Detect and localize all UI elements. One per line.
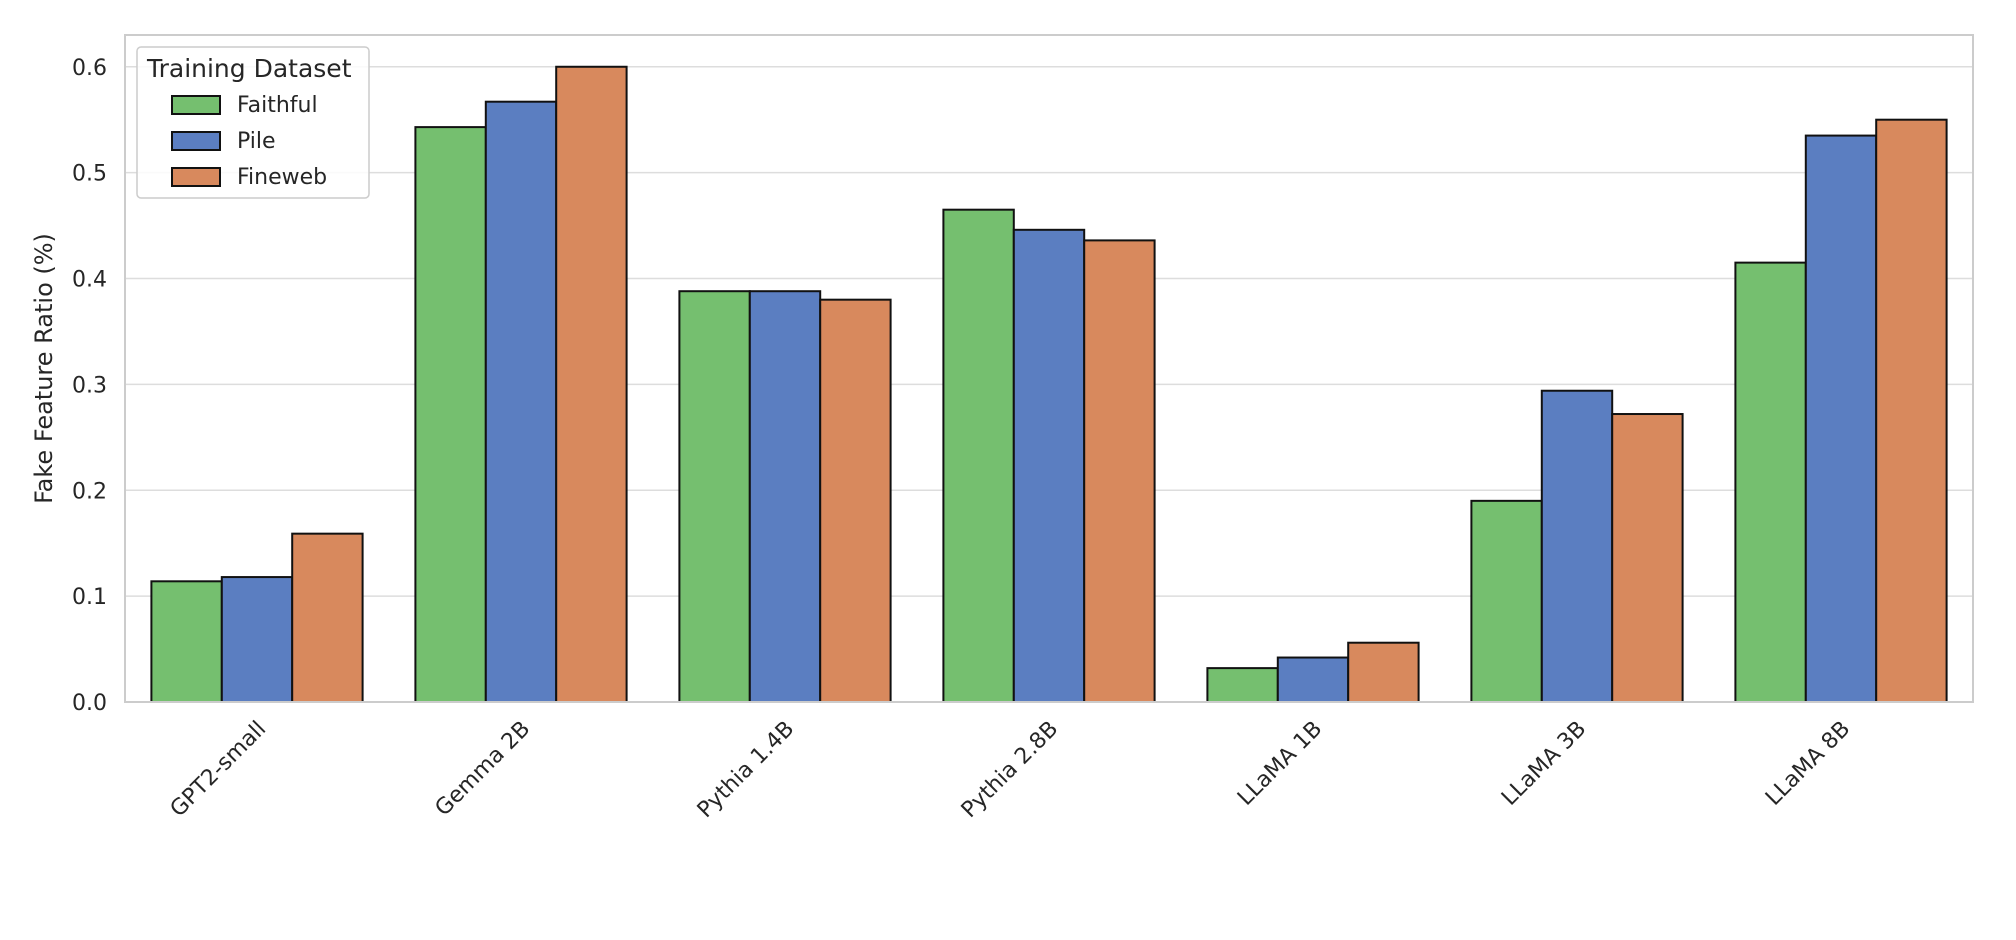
plot-frame bbox=[124, 34, 1974, 703]
legend-title: Training Dataset bbox=[146, 54, 352, 83]
y-tick-label: 0.4 bbox=[72, 268, 107, 293]
y-tick-label: 0.6 bbox=[72, 56, 107, 81]
y-axis-label: Fake Feature Ratio (%) bbox=[30, 233, 58, 504]
bar-faithful-0 bbox=[150, 580, 223, 703]
x-tick-label: Pythia 2.8B bbox=[957, 717, 1063, 823]
x-tick-label: Pythia 1.4B bbox=[693, 717, 799, 823]
bar-faithful-4 bbox=[1206, 667, 1279, 703]
y-tick-label: 0.5 bbox=[72, 162, 107, 187]
legend: Training Dataset Faithful Pile Fineweb bbox=[136, 46, 370, 199]
bar-fineweb-6 bbox=[1875, 118, 1948, 703]
bar-pile-2 bbox=[748, 290, 822, 703]
legend-label-faithful: Faithful bbox=[237, 93, 318, 118]
x-tick-label: GPT2-small bbox=[166, 717, 272, 823]
x-tick-label: LLaMA 3B bbox=[1497, 717, 1591, 811]
bar-faithful-3 bbox=[942, 208, 1015, 703]
bar-pile-6 bbox=[1804, 134, 1878, 704]
bar-faithful-5 bbox=[1470, 499, 1543, 704]
bar-fineweb-5 bbox=[1611, 413, 1684, 703]
y-tick-label: 0.2 bbox=[72, 479, 107, 504]
bar-pile-5 bbox=[1540, 389, 1614, 703]
bar-fineweb-0 bbox=[291, 532, 364, 704]
bar-fineweb-4 bbox=[1347, 641, 1420, 704]
x-tick-label: LLaMA 1B bbox=[1233, 717, 1327, 811]
x-tick-label: Gemma 2B bbox=[431, 717, 536, 822]
legend-label-fineweb: Fineweb bbox=[237, 165, 327, 190]
bar-fineweb-1 bbox=[555, 65, 628, 703]
bar-faithful-2 bbox=[678, 290, 751, 703]
legend-swatch-pile bbox=[171, 131, 221, 151]
legend-swatch-fineweb bbox=[171, 167, 221, 187]
bar-fineweb-2 bbox=[819, 298, 892, 703]
bar-pile-3 bbox=[1012, 228, 1086, 704]
bars bbox=[150, 65, 1948, 704]
legend-box bbox=[136, 46, 370, 199]
bar-fineweb-3 bbox=[1083, 239, 1156, 703]
bar-faithful-1 bbox=[414, 126, 487, 704]
bar-faithful-6 bbox=[1734, 261, 1807, 703]
legend-swatch-faithful bbox=[171, 95, 221, 115]
legend-label-pile: Pile bbox=[237, 129, 276, 154]
y-tick-label: 0.1 bbox=[72, 585, 107, 610]
y-axis-ticks: 0.0 0.1 0.2 0.3 0.4 0.5 0.6 bbox=[72, 56, 107, 716]
bar-pile-0 bbox=[220, 576, 294, 703]
x-axis-ticks: GPT2-small Gemma 2B Pythia 1.4B Pythia 2.8B… bbox=[166, 717, 1856, 823]
bar-pile-1 bbox=[484, 100, 558, 703]
x-tick-label: LLaMA 8B bbox=[1761, 717, 1855, 811]
bar-pile-4 bbox=[1276, 656, 1350, 703]
y-tick-label: 0.3 bbox=[72, 373, 107, 398]
y-tick-label: 0.0 bbox=[72, 691, 107, 716]
